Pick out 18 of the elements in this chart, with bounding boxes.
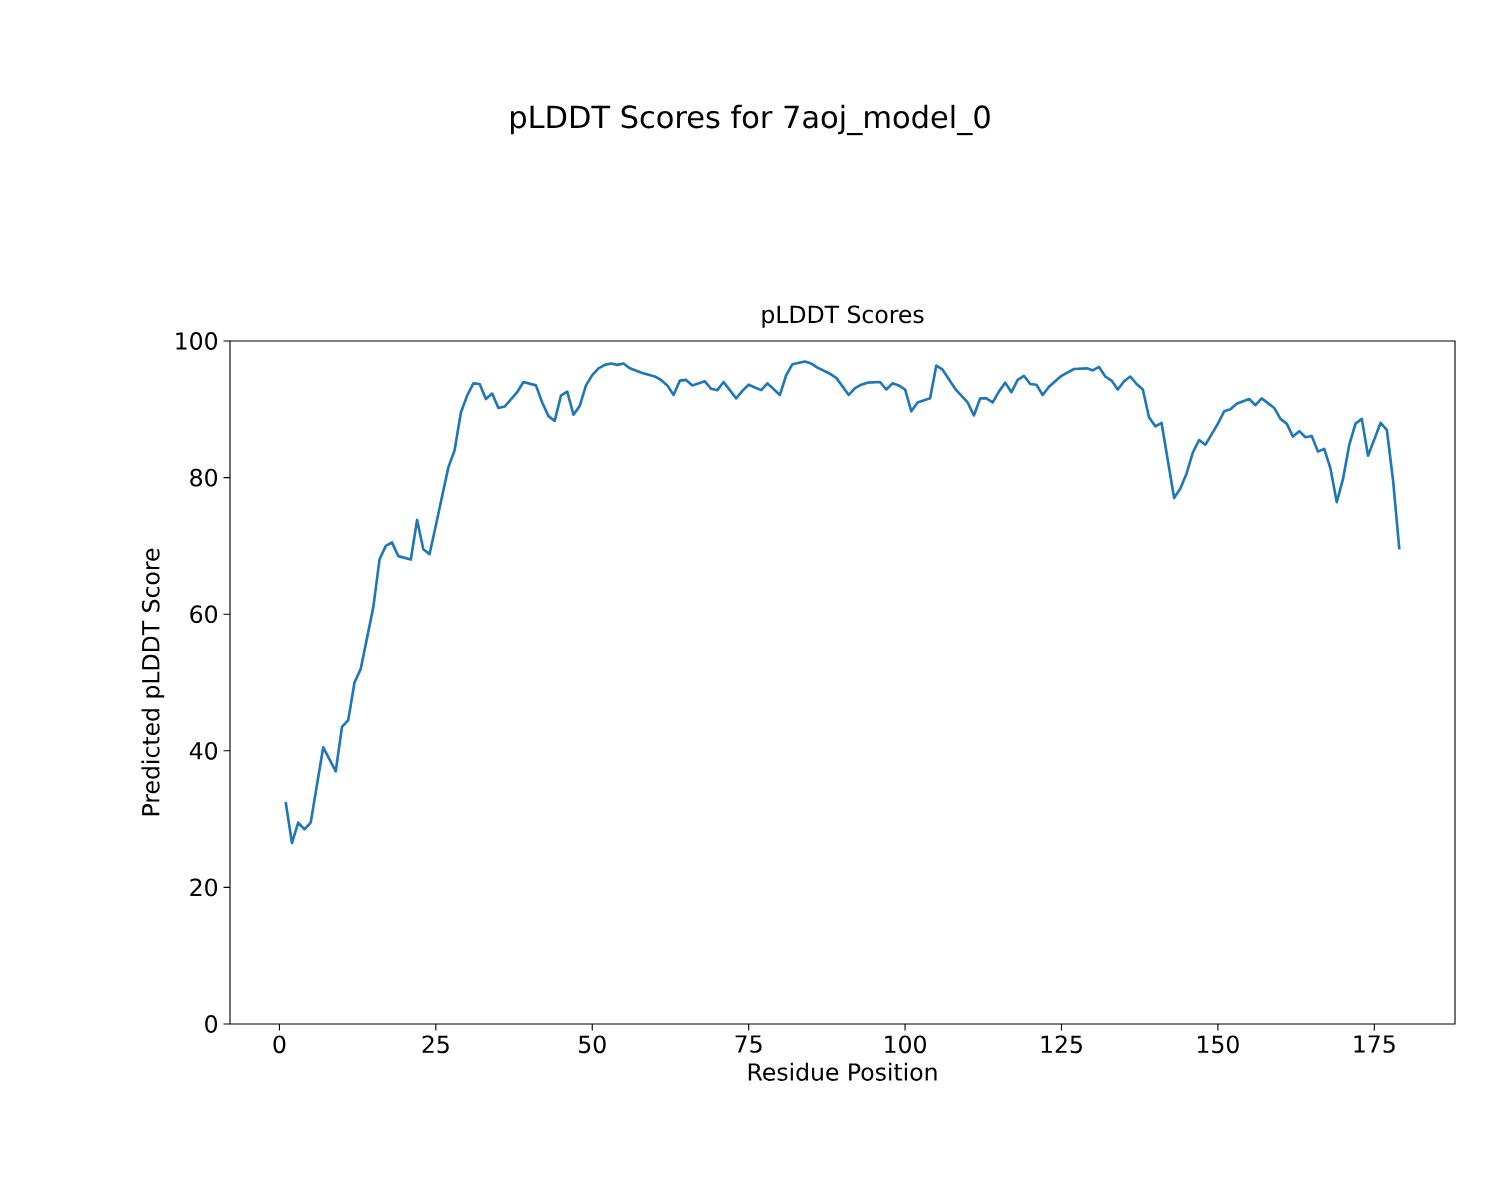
y-tick-label: 60 — [190, 605, 218, 624]
x-tick-label: 0 — [273, 1035, 286, 1054]
chart-subtitle: pLDDT Scores — [762, 305, 924, 328]
y-axis-title: Predicted pLDDT Score — [141, 548, 165, 816]
x-tick-label: 100 — [885, 1035, 926, 1054]
x-tick-label: 125 — [1041, 1035, 1082, 1054]
x-tick-label: 75 — [735, 1035, 762, 1053]
chart-title: pLDDT Scores for 7aoj_model_0 — [511, 104, 990, 136]
y-tick-label: 100 — [176, 332, 218, 350]
y-tick-label: 40 — [189, 741, 218, 760]
y-tick-label: 80 — [190, 468, 218, 487]
x-tick-label: 175 — [1354, 1035, 1395, 1053]
x-axis-title: Residue Position — [748, 1062, 937, 1081]
y-tick-label: 0 — [205, 1015, 218, 1033]
x-tick-label: 25 — [422, 1035, 449, 1054]
x-tick-label: 150 — [1198, 1035, 1239, 1054]
y-tick-label: 20 — [190, 878, 218, 897]
x-tick-label: 50 — [579, 1035, 606, 1054]
